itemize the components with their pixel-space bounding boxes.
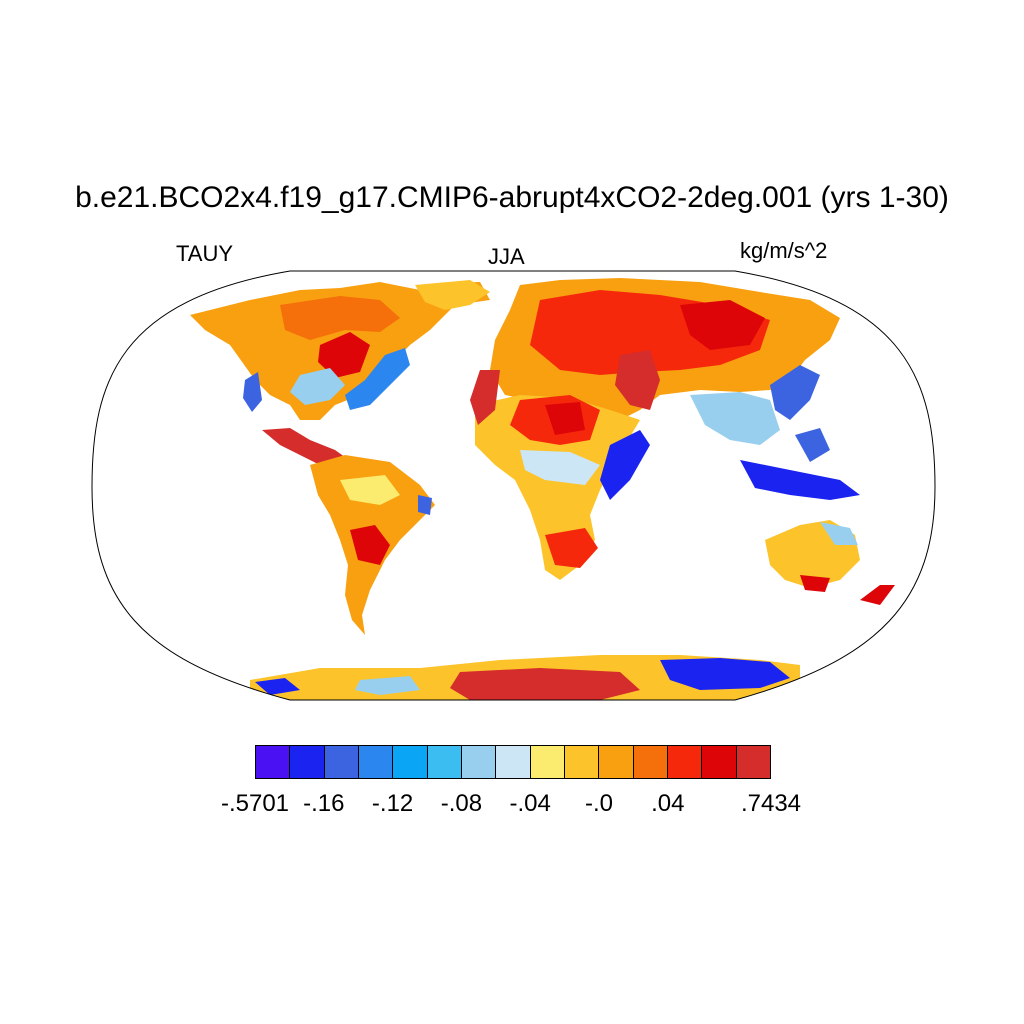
antarctica-red	[450, 668, 640, 700]
antarctica-blue-east	[660, 658, 790, 690]
hudson-red	[318, 332, 370, 378]
south-america-yellow	[340, 475, 400, 505]
east-asia-blue	[690, 392, 780, 445]
colorbar-swatch	[289, 745, 324, 779]
map-boundary	[91, 270, 936, 701]
siberia-darkred	[680, 300, 765, 350]
antarctica-blue-west	[255, 678, 300, 695]
colorbar-tick-label: -.16	[303, 790, 345, 817]
colorbar-tick-label: .7434	[740, 790, 802, 817]
middle-east-darkred	[615, 350, 660, 410]
colorbar-swatch	[701, 745, 736, 779]
africa-field	[475, 395, 640, 580]
colorbar-tick-label: -.12	[371, 790, 414, 817]
colorbar-swatch	[323, 745, 358, 779]
colorbar-tick-label: -.0	[584, 790, 614, 817]
plot-title: b.e21.BCO2x4.f19_g17.CMIP6-abrupt4xCO2-2…	[75, 181, 949, 214]
greenland-field	[415, 280, 490, 310]
colorbar-tick-label: -.5701	[220, 790, 290, 817]
field-layer	[190, 278, 895, 700]
colorbar-swatch	[255, 745, 290, 779]
colorbar-swatch	[666, 745, 702, 779]
colorbar-tick-label: .04	[651, 790, 685, 817]
colorbar-tick-label: -.08	[440, 790, 483, 817]
colorbar-swatch	[460, 745, 496, 779]
south-africa-red	[545, 528, 598, 568]
colorbar-swatch	[735, 745, 771, 779]
north-america-hot	[280, 296, 400, 340]
sahara-darkred	[545, 402, 585, 435]
colorbar-swatch	[598, 745, 633, 779]
africa-lightblue	[520, 450, 600, 485]
antarctica-lightblue	[355, 676, 420, 695]
new-zealand-field	[860, 585, 895, 605]
colorbar-tick-label: -.04	[509, 790, 551, 817]
colorbar-swatch	[357, 745, 393, 779]
brazil-blue	[418, 495, 432, 515]
australia-blue	[820, 522, 858, 545]
philippines-blue	[795, 428, 830, 462]
colorbar-swatch	[632, 745, 667, 779]
south-america-red	[350, 525, 390, 565]
variable-label: TAUY	[176, 241, 234, 266]
colorbar-swatch	[529, 745, 564, 779]
colorbar	[255, 745, 771, 781]
colorbar-tick-labels: -.5701 -.16 -.12 -.08 -.04 -.0 .04 .7434	[0, 790, 1024, 820]
west-africa-red	[470, 370, 500, 425]
us-west-blue	[243, 372, 262, 412]
units-label: kg/m/s^2	[740, 238, 828, 263]
colorbar-swatch	[392, 745, 427, 779]
colorbar-swatch	[426, 745, 461, 779]
indonesia-field	[740, 460, 860, 500]
season-label: JJA	[488, 244, 525, 269]
australia-red	[800, 575, 830, 592]
east-africa-blue	[600, 430, 650, 500]
us-east-blue	[345, 348, 410, 410]
us-mid-lightblue	[290, 368, 345, 405]
east-asia-darkblue	[770, 365, 820, 420]
colorbar-swatch	[495, 745, 530, 779]
colorbar-swatch	[563, 745, 599, 779]
